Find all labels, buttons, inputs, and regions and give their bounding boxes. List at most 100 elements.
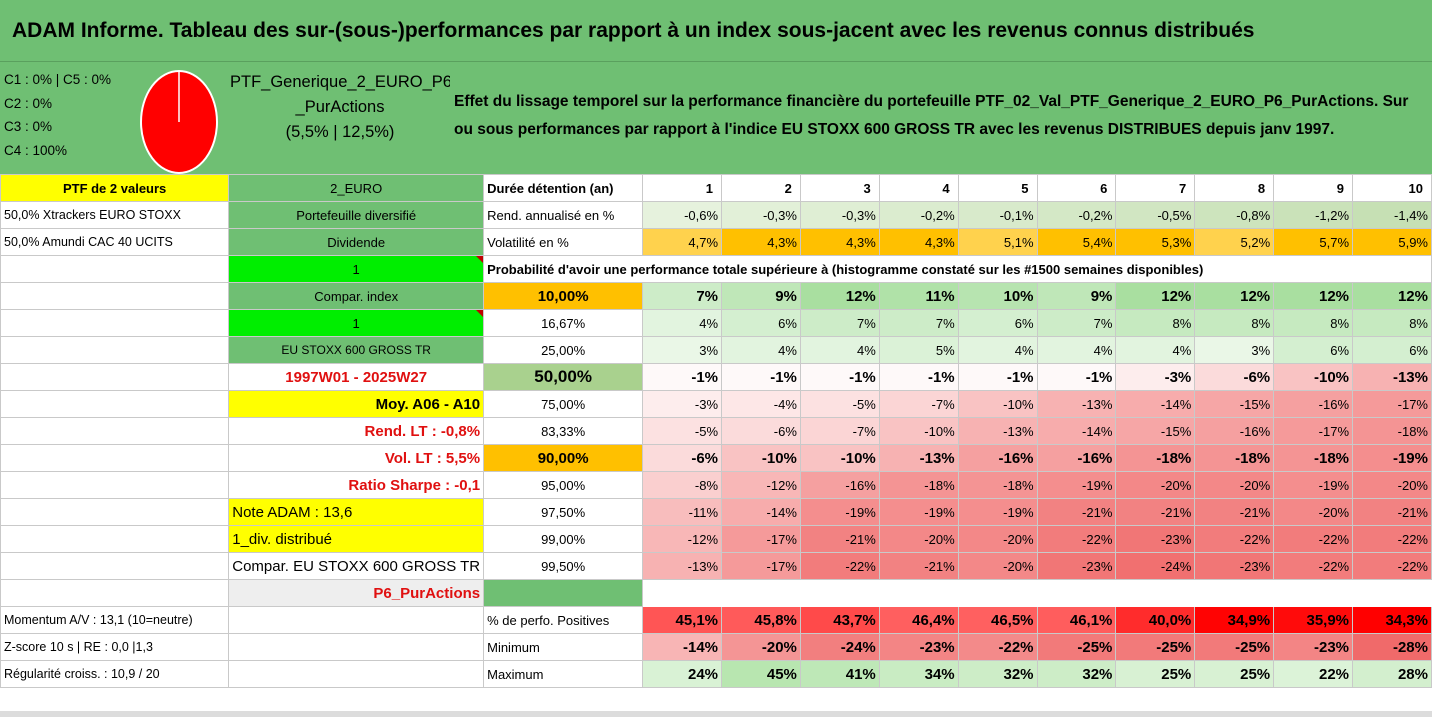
- header-row: PTF de 2 valeurs 2_EURO Durée détention (a…: [0, 174, 1432, 202]
- empty-cell: [957, 579, 1038, 607]
- side-label: Compar. index: [228, 282, 485, 310]
- year-header-3: 3: [799, 174, 880, 202]
- percentile-value: -13%: [878, 444, 959, 472]
- portfolio-name-box: PTF_Generique_2_EURO_P6 _PurActions (5,5…: [230, 62, 450, 174]
- percentile-value: 9%: [721, 282, 801, 310]
- percentile-value: 3%: [1194, 336, 1275, 364]
- percentile-value: -12%: [721, 471, 801, 499]
- empty-cell: [0, 255, 230, 283]
- percentile-value: -20%: [1194, 471, 1275, 499]
- allocation-line-4: C4 : 100%: [4, 142, 68, 158]
- percentile-value: 4%: [957, 336, 1038, 364]
- stats-row: Régularité croiss. : 10,9 / 20 Maximum 24%…: [0, 660, 1432, 688]
- stats-row: Z-score 10 s | RE : 0,0 |1,3 Minimum -14% -…: [0, 633, 1432, 661]
- stats-value: -22%: [957, 633, 1038, 661]
- report-description: Effet du lissage temporel sur la perform…: [450, 62, 1432, 174]
- percentile-value: -16%: [1194, 417, 1275, 445]
- percentile-value: 4%: [1036, 336, 1117, 364]
- empty-cell: [0, 498, 230, 526]
- percentile-value: 4%: [721, 336, 801, 364]
- percentile-value: -22%: [799, 552, 880, 580]
- percentile-value: -1%: [642, 363, 723, 391]
- percentile-value: 4%: [1115, 336, 1196, 364]
- percentile-value: -8%: [642, 471, 723, 499]
- percentile-value: -19%: [1036, 471, 1117, 499]
- volatility-value: 5,7%: [1273, 228, 1354, 256]
- empty-cell: [0, 525, 230, 553]
- empty-cell: [0, 417, 230, 445]
- percentile-value: 11%: [878, 282, 959, 310]
- percentile-threshold: 99,50%: [483, 552, 644, 580]
- annualized-return-value: -0,2%: [1036, 201, 1117, 229]
- year-header-2: 2: [721, 174, 801, 202]
- annualized-return-row: 50,0% Xtrackers EURO STOXX Portefeuille d…: [0, 201, 1432, 229]
- percentile-value: -19%: [957, 498, 1038, 526]
- stats-value: 40,0%: [1115, 606, 1196, 634]
- empty-cell: [0, 282, 230, 310]
- percentile-value: -20%: [878, 525, 959, 553]
- stats-value: 24%: [642, 660, 723, 688]
- annualized-return-value: -0,1%: [957, 201, 1038, 229]
- stats-label: Maximum: [483, 660, 644, 688]
- side-label: EU STOXX 600 GROSS TR: [228, 336, 485, 364]
- percentile-row: Note ADAM : 13,6 97,50% -11% -14% -19% -19% -1…: [0, 498, 1432, 526]
- percentile-row: Ratio Sharpe : -0,1 95,00% -8% -12% -16% -18%…: [0, 471, 1432, 499]
- allocation-line-1: C1 : 0% | C5 : 0%: [4, 72, 112, 87]
- percentile-value: -11%: [642, 498, 723, 526]
- stats-value: 32%: [1036, 660, 1117, 688]
- percentile-value: 6%: [1352, 336, 1432, 364]
- side-label: Note ADAM : 13,6: [228, 498, 485, 526]
- annualized-return-value: -0,5%: [1115, 201, 1196, 229]
- annualized-return-label: Rend. annualisé en %: [483, 201, 644, 229]
- stats-row: Momentum A/V : 13,1 (10=neutre) % de perf…: [0, 606, 1432, 634]
- probability-row: 1 Probabilité d'avoir une performance tot…: [0, 255, 1432, 283]
- stats-note: Z-score 10 s | RE : 0,0 |1,3: [0, 633, 230, 661]
- volatility-value: 5,2%: [1194, 228, 1275, 256]
- percentile-value: -21%: [1194, 498, 1275, 526]
- percentile-value: -17%: [1352, 390, 1432, 418]
- empty-cell: [0, 309, 230, 337]
- percentile-value: -5%: [799, 390, 880, 418]
- allocation-pie-chart: [140, 70, 218, 174]
- percentile-value: -18%: [957, 471, 1038, 499]
- percentile-value: -14%: [1115, 390, 1196, 418]
- holding-period-label: Durée détention (an): [483, 174, 644, 202]
- percentile-value: -3%: [642, 390, 723, 418]
- empty-cell: [1115, 579, 1196, 607]
- percentile-threshold: 50,00%: [483, 363, 644, 391]
- percentile-value: -20%: [1273, 498, 1354, 526]
- percentile-threshold: 25,00%: [483, 336, 644, 364]
- stats-value: -24%: [799, 633, 880, 661]
- empty-cell: [642, 579, 723, 607]
- year-header-6: 6: [1036, 174, 1117, 202]
- stats-value: 25%: [1194, 660, 1275, 688]
- empty-cell: [1194, 579, 1275, 607]
- allocation-legend: C1 : 0% | C5 : 0% C2 : 0% C3 : 0% C4 : 100%: [0, 62, 230, 174]
- empty-cell: [0, 471, 230, 499]
- empty-cell: [228, 606, 485, 634]
- percentile-threshold: 99,00%: [483, 525, 644, 553]
- empty-cell: [799, 579, 880, 607]
- volatility-value: 5,1%: [957, 228, 1038, 256]
- percentile-value: 7%: [642, 282, 723, 310]
- percentile-value: 7%: [1036, 309, 1117, 337]
- percentile-value: 12%: [1273, 282, 1354, 310]
- stats-value: -23%: [1273, 633, 1354, 661]
- empty-cell: [878, 579, 959, 607]
- percentile-value: -13%: [1352, 363, 1432, 391]
- year-header-5: 5: [957, 174, 1038, 202]
- percentile-value: -18%: [1352, 417, 1432, 445]
- stats-value: 46,1%: [1036, 606, 1117, 634]
- percentile-value: -20%: [957, 525, 1038, 553]
- annualized-return-value: -1,2%: [1273, 201, 1354, 229]
- percentile-row: Compar. index 10,00% 7% 9% 12% 11% 10% 9% 12% 12%…: [0, 282, 1432, 310]
- percentile-threshold: 83,33%: [483, 417, 644, 445]
- stats-value: -14%: [642, 633, 723, 661]
- annualized-return-value: -1,4%: [1352, 201, 1432, 229]
- annualized-return-value: -0,2%: [878, 201, 959, 229]
- stats-note: Momentum A/V : 13,1 (10=neutre): [0, 606, 230, 634]
- percentile-value: -13%: [957, 417, 1038, 445]
- percentile-value: -7%: [799, 417, 880, 445]
- stats-value: 43,7%: [799, 606, 880, 634]
- volatility-value: 5,9%: [1352, 228, 1432, 256]
